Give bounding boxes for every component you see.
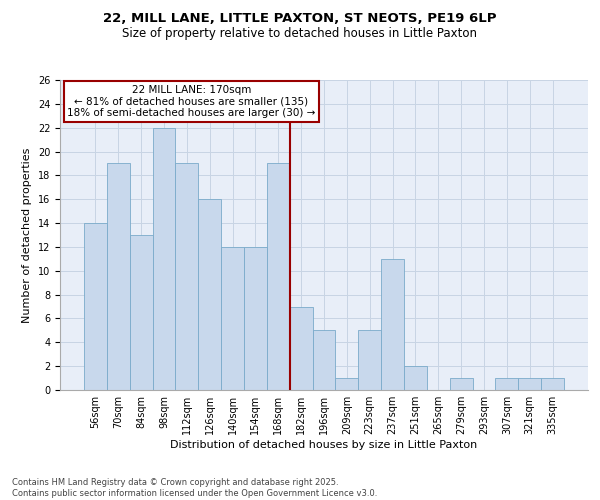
Bar xyxy=(107,164,130,390)
Bar xyxy=(267,164,290,390)
Bar xyxy=(541,378,564,390)
Text: Contains HM Land Registry data © Crown copyright and database right 2025.
Contai: Contains HM Land Registry data © Crown c… xyxy=(12,478,377,498)
Bar xyxy=(313,330,335,390)
Bar xyxy=(450,378,473,390)
Bar xyxy=(130,235,152,390)
Bar xyxy=(221,247,244,390)
Text: 22, MILL LANE, LITTLE PAXTON, ST NEOTS, PE19 6LP: 22, MILL LANE, LITTLE PAXTON, ST NEOTS, … xyxy=(103,12,497,26)
Bar xyxy=(404,366,427,390)
Bar xyxy=(496,378,518,390)
Bar xyxy=(175,164,198,390)
Bar xyxy=(152,128,175,390)
Bar xyxy=(244,247,267,390)
Y-axis label: Number of detached properties: Number of detached properties xyxy=(22,148,32,322)
Bar xyxy=(381,259,404,390)
Bar xyxy=(84,223,107,390)
Bar xyxy=(358,330,381,390)
Text: 22 MILL LANE: 170sqm
← 81% of detached houses are smaller (135)
18% of semi-deta: 22 MILL LANE: 170sqm ← 81% of detached h… xyxy=(67,85,316,118)
Bar xyxy=(290,306,313,390)
Bar xyxy=(198,199,221,390)
Bar xyxy=(335,378,358,390)
Text: Size of property relative to detached houses in Little Paxton: Size of property relative to detached ho… xyxy=(122,28,478,40)
X-axis label: Distribution of detached houses by size in Little Paxton: Distribution of detached houses by size … xyxy=(170,440,478,450)
Bar xyxy=(518,378,541,390)
